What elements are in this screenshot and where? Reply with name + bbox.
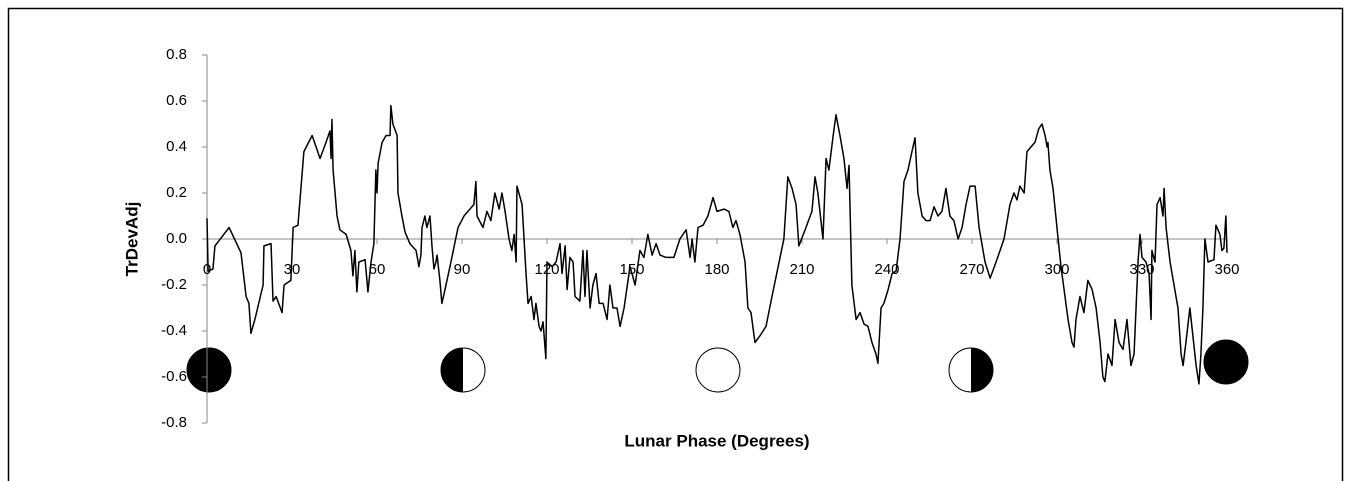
x-tick-label: 90 [454, 261, 471, 278]
y-tick-label: -0.4 [161, 322, 187, 339]
y-tick-label: 0.2 [166, 184, 187, 201]
y-tick-label: -0.8 [161, 414, 187, 431]
x-tick-label: 270 [959, 261, 984, 278]
x-tick-label: 180 [704, 261, 729, 278]
x-tick-label: 330 [1129, 261, 1154, 278]
new-moon [1203, 339, 1249, 385]
y-tick-label: 0.8 [166, 46, 187, 63]
chart-border [7, 7, 1344, 481]
y-axis-title: TrDevAdj [122, 202, 141, 277]
y-tick-label: 0.0 [166, 230, 187, 247]
y-tick-label: -0.2 [161, 276, 187, 293]
y-tick-label: 0.4 [166, 138, 187, 155]
x-axis-title: Lunar Phase (Degrees) [624, 431, 809, 450]
y-tick-label: -0.6 [161, 368, 187, 385]
new-moon [186, 347, 232, 393]
y-tick-label: 0.6 [166, 92, 187, 109]
x-tick-label: 360 [1214, 261, 1239, 278]
x-tick-label: 210 [789, 261, 814, 278]
x-tick-label: 60 [369, 261, 386, 278]
x-tick-label: 0 [203, 261, 211, 278]
x-tick-label: 300 [1044, 261, 1069, 278]
data-line [206, 104, 1228, 385]
full-moon [695, 347, 741, 393]
last-quarter-shade [971, 348, 993, 392]
moon-phases [186, 339, 1249, 393]
x-tick-label: 240 [874, 261, 899, 278]
first-quarter-shade [441, 348, 463, 392]
